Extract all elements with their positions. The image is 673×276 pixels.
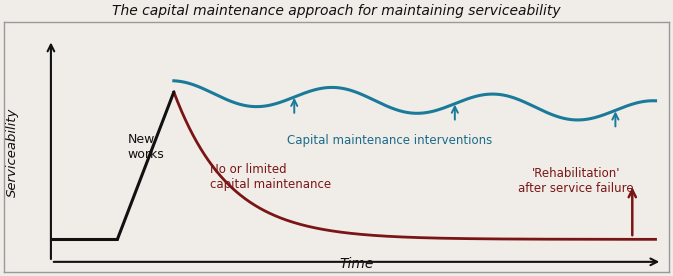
- Text: Serviceability: Serviceability: [6, 107, 19, 197]
- Text: 'Rehabilitation'
after service failure: 'Rehabilitation' after service failure: [518, 167, 633, 195]
- Text: Time: Time: [339, 257, 374, 270]
- Title: The capital maintenance approach for maintaining serviceability: The capital maintenance approach for mai…: [112, 4, 561, 18]
- Text: No or limited
capital maintenance: No or limited capital maintenance: [211, 163, 332, 191]
- Text: Capital maintenance interventions: Capital maintenance interventions: [287, 134, 493, 147]
- Text: New
works: New works: [127, 133, 164, 161]
